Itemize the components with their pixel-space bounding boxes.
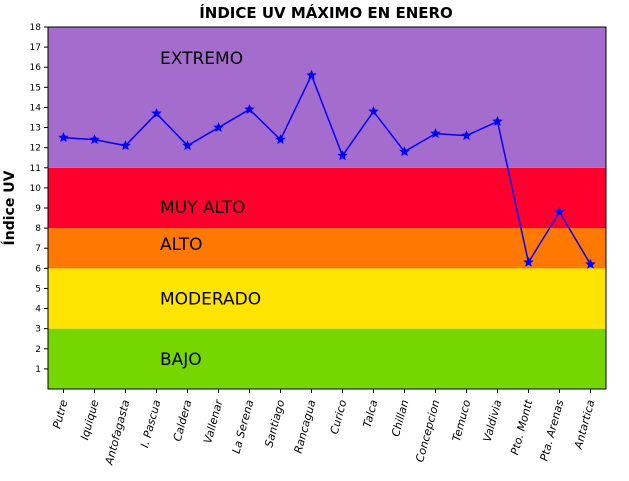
data-point-valdivia [492, 115, 503, 127]
data-point-pta-arenas [554, 206, 565, 217]
x-axis-ticks: Putre Iquique Antofagasta I. Pascua Caldera V… [50, 389, 597, 467]
y-tick-label: 7 [35, 244, 41, 254]
x-tick-label: Caldera [171, 398, 195, 443]
x-tick-label: I. Pascua [138, 398, 163, 449]
x-tick-label: Antofagasta [102, 398, 132, 467]
data-point-vallenar [213, 121, 224, 133]
data-point-pto-montt [523, 256, 534, 267]
band-alto [48, 228, 606, 269]
y-tick-label: 4 [35, 305, 41, 315]
y-tick-label: 15 [30, 83, 41, 93]
x-tick-label: Iquique [78, 398, 101, 441]
x-tick-label: Curico [328, 398, 350, 435]
x-tick-label: Valdivia [481, 398, 505, 443]
x-tick-label: Pto. Montt [508, 398, 535, 457]
data-point-putre [58, 131, 69, 143]
uv-band-labels: BAJO MODERADO ALTO MUY ALTO EXTREMO [160, 49, 261, 370]
data-point-antofagasta [120, 139, 131, 151]
data-point-caldera [182, 139, 193, 151]
band-extremo [48, 27, 606, 168]
x-tick-label: Santiago [262, 398, 287, 448]
y-tick-label: 18 [30, 23, 42, 33]
y-tick-label: 12 [30, 144, 41, 154]
band-label-alto: ALTO [160, 235, 203, 255]
uv-series [58, 69, 596, 269]
data-point-rancagua [306, 69, 317, 80]
data-point-concepcion [430, 127, 441, 139]
y-tick-label: 2 [35, 345, 41, 355]
y-tick-label: 11 [30, 164, 41, 174]
chart-title: ÍNDICE UV MÁXIMO EN ENERO [199, 3, 453, 22]
x-tick-label: Concepcion [413, 398, 442, 463]
band-label-moderado: MODERADO [160, 290, 261, 310]
x-tick-label: La Serena [230, 398, 257, 455]
y-axis-label: Índice UV [1, 170, 18, 245]
y-tick-label: 10 [30, 184, 42, 194]
data-point-antartica [585, 258, 596, 269]
uv-bands [48, 27, 606, 389]
band-moderado [48, 268, 606, 329]
data-point-la-serena [244, 103, 255, 115]
x-tick-label: Temuco [450, 398, 474, 443]
y-tick-label: 1 [35, 365, 41, 375]
x-tick-label: Rancagua [292, 398, 319, 455]
band-label-extremo: EXTREMO [160, 49, 243, 69]
band-bajo [48, 328, 606, 389]
data-point-chillan [399, 146, 410, 157]
x-tick-label: Pta. Arenas [538, 398, 567, 462]
data-point-i-pascua [151, 107, 162, 119]
y-tick-label: 8 [35, 224, 41, 234]
series-line [63, 73, 592, 265]
x-tick-label: Talca [361, 398, 381, 429]
y-tick-label: 5 [35, 284, 41, 294]
band-label-muy-alto: MUY ALTO [160, 198, 245, 218]
x-tick-label: Chillan [389, 398, 411, 438]
x-tick-label: Vallenar [201, 397, 226, 445]
y-tick-label: 13 [30, 124, 41, 134]
data-point-iquique [89, 133, 100, 145]
y-tick-label: 16 [30, 63, 42, 73]
data-point-santiago [275, 133, 286, 145]
data-point-talca [368, 105, 379, 117]
band-label-bajo: BAJO [160, 350, 202, 370]
x-tick-label: Putre [50, 398, 70, 430]
x-tick-label: Antartica [572, 398, 598, 451]
y-tick-label: 6 [35, 264, 41, 274]
data-point-curico [337, 150, 348, 161]
y-tick-label: 9 [35, 204, 41, 214]
data-point-temuco [461, 129, 472, 141]
band-muy-alto [48, 167, 606, 229]
y-tick-label: 14 [30, 103, 42, 113]
y-tick-label: 17 [30, 43, 41, 53]
y-tick-label: 3 [35, 325, 41, 335]
